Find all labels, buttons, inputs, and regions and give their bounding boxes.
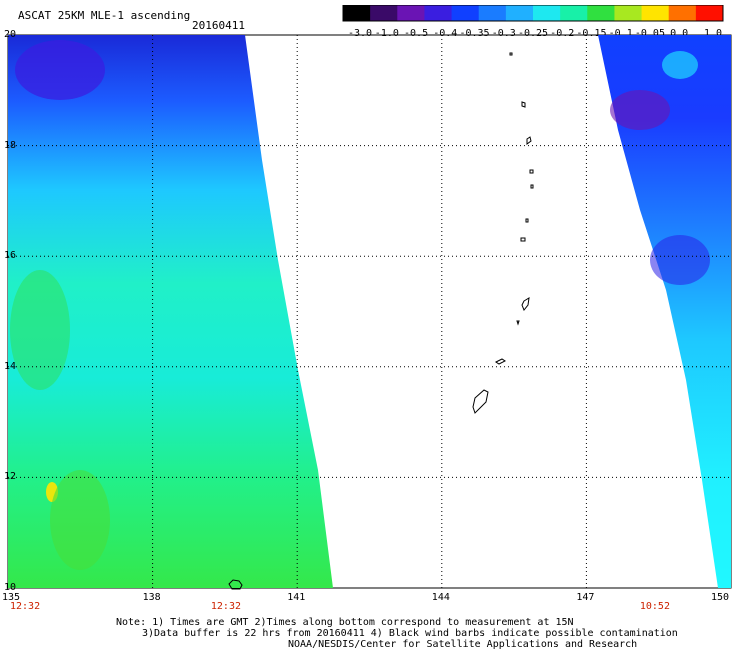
island-outline bbox=[521, 101, 526, 108]
latitude-label: 20 bbox=[4, 29, 17, 40]
colorbar-tick-label: -0.1 bbox=[609, 28, 633, 39]
island-outline bbox=[509, 52, 513, 56]
colorbar-swatch bbox=[370, 5, 398, 21]
colorbar-tick-label: -0.4 bbox=[433, 28, 457, 39]
colorbar-swatch bbox=[560, 5, 588, 21]
island-outline bbox=[495, 358, 506, 365]
footer-note-line2: 3)Data buffer is 22 hrs from 20160411 4)… bbox=[142, 628, 678, 639]
latitude-label: 12 bbox=[4, 471, 17, 483]
island-outline bbox=[520, 237, 526, 242]
longitude-label: 147 bbox=[576, 592, 595, 603]
latitude-label: 14 bbox=[4, 360, 17, 372]
colorbar-swatch bbox=[451, 5, 480, 21]
colorbar-swatch bbox=[641, 5, 670, 21]
colorbar-swatch bbox=[668, 5, 697, 21]
map-title: ASCAT 25KM MLE-1 ascending bbox=[18, 9, 191, 22]
island-outline bbox=[516, 320, 520, 326]
swath-fill-west bbox=[8, 35, 333, 588]
colorbar-swatch bbox=[614, 5, 643, 21]
colorbar-swatch bbox=[424, 5, 453, 21]
colorbar-tick-label: -3.0 bbox=[348, 28, 372, 39]
colorbar-tick-label: 1.0 bbox=[704, 28, 722, 39]
orbit-time-label: 12:32 bbox=[10, 601, 41, 612]
swath-patch bbox=[50, 470, 110, 570]
swath-patch bbox=[15, 40, 105, 100]
longitude-label: 141 bbox=[287, 592, 306, 603]
colorbar-swatch bbox=[533, 5, 561, 21]
footer-note-line1: Note: 1) Times are GMT 2)Times along bot… bbox=[116, 617, 574, 628]
island-outlines bbox=[228, 52, 534, 590]
colorbar-tick-label: -0.2 bbox=[550, 28, 574, 39]
island-outline bbox=[521, 297, 530, 311]
latitude-label: 18 bbox=[4, 139, 17, 151]
swath-fill-east bbox=[598, 35, 731, 588]
colorbar-swatch bbox=[397, 5, 425, 21]
colorbar-tick-label: -0.05 bbox=[635, 28, 665, 39]
swath-patch bbox=[650, 235, 710, 285]
data-swath-east bbox=[598, 35, 731, 588]
colorbar-legend: -3.0 -1.0 -0.5 -0.4 -0.35 -0.3 -0.25 -0.2 -0.15-… bbox=[342, 5, 724, 39]
island-outline bbox=[228, 579, 243, 590]
longitude-label: 135 bbox=[2, 592, 21, 603]
colorbar-tick-label: -0.3 bbox=[492, 28, 516, 39]
colorbar-tick-label: -0.5 bbox=[404, 28, 428, 39]
orbit-time-label: 12:32 bbox=[210, 601, 241, 612]
latitude-label: 10 bbox=[4, 582, 17, 593]
longitude-label: 150 bbox=[711, 592, 730, 603]
island-outline bbox=[525, 218, 529, 223]
colorbar-swatch bbox=[478, 5, 507, 21]
colorbar-tick-label: -1.0 bbox=[375, 28, 399, 39]
swath-patch bbox=[610, 90, 670, 130]
colorbar-swatch bbox=[695, 5, 724, 21]
map-date: 20160411 bbox=[192, 19, 245, 32]
colorbar-swatch bbox=[343, 5, 371, 21]
colorbar-tick-label: 0.0 bbox=[670, 28, 688, 39]
colorbar-border bbox=[342, 5, 724, 22]
latitude-label: 16 bbox=[4, 250, 17, 262]
colorbar-tick-label: -0.35 bbox=[459, 28, 489, 39]
swath-patch bbox=[662, 51, 698, 79]
colorbar-tick-label: -0.25 bbox=[518, 28, 548, 39]
colorbar-swatch bbox=[587, 5, 615, 21]
colorbar-swatch bbox=[505, 5, 534, 21]
island-outline bbox=[529, 169, 534, 174]
lat-lon-gridlines bbox=[8, 35, 731, 588]
longitude-label: 138 bbox=[142, 592, 161, 603]
data-swath-west bbox=[8, 35, 333, 588]
island-outline bbox=[530, 184, 534, 189]
longitude-label: 144 bbox=[431, 592, 450, 603]
island-outline bbox=[472, 389, 489, 414]
colorbar-tick-label: -0.15 bbox=[576, 28, 606, 39]
island-outline bbox=[526, 136, 532, 145]
swath-patch bbox=[10, 270, 70, 390]
footer-credit: NOAA/NESDIS/Center for Satellite Applica… bbox=[288, 639, 638, 650]
orbit-time-label: 10:52 bbox=[639, 601, 670, 612]
